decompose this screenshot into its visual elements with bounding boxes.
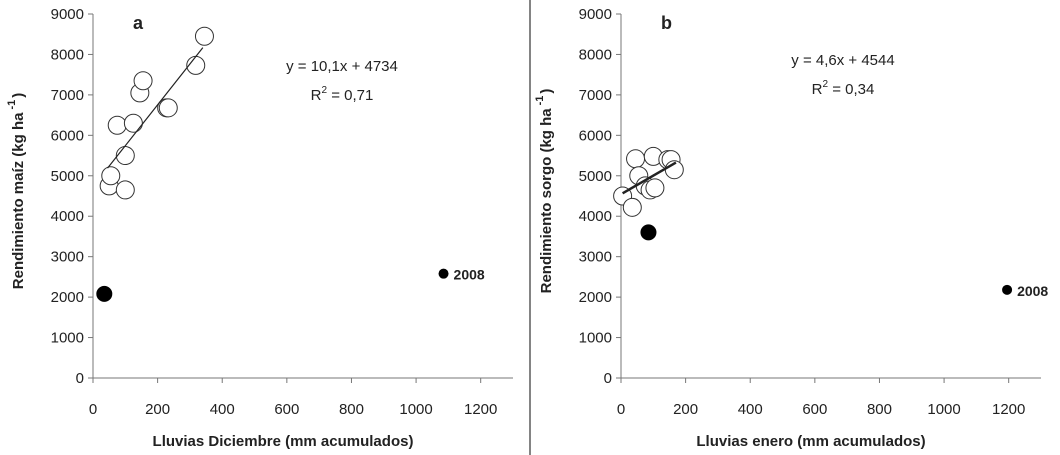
trendline	[621, 161, 677, 195]
y-tick-label: 7000	[51, 87, 84, 104]
x-tick-label: 800	[339, 401, 364, 418]
data-point-filled-2008	[1002, 284, 1013, 295]
x-tick-label: 600	[274, 401, 299, 418]
data-point-open	[645, 178, 665, 198]
data-point-open	[101, 166, 121, 186]
x-tick-label: 400	[738, 401, 763, 418]
regression-equation: y = 10,1x + 4734	[286, 58, 398, 75]
x-tick-label: 1200	[464, 401, 497, 418]
point-label-2008: 2008	[1017, 283, 1048, 299]
x-tick-label: 400	[210, 401, 235, 418]
r-squared-value: = 0,71	[327, 87, 373, 104]
x-tick-label: 1200	[992, 401, 1025, 418]
y-axis-label-sup: -1	[6, 100, 18, 110]
y-axis-label: Rendimiento maíz (kg ha -1)	[6, 93, 27, 289]
y-tick-label: 0	[604, 370, 612, 387]
x-tick-label: 1000	[927, 401, 960, 418]
r-squared-symbol: R	[812, 81, 823, 98]
trendline	[107, 47, 204, 169]
point-label-2008: 2008	[454, 267, 485, 283]
y-tick-label: 3000	[51, 249, 84, 266]
y-axis-label-main: Rendimiento maíz (kg ha	[10, 112, 27, 289]
r-squared-sup: 2	[822, 79, 828, 90]
x-axis-label: Lluvias Diciembre (mm acumulados)	[153, 433, 414, 450]
y-tick-label: 9000	[51, 6, 84, 23]
data-point-open	[158, 98, 178, 118]
y-tick-label: 2000	[579, 289, 612, 306]
data-point-open	[626, 149, 646, 169]
x-tick-label: 0	[617, 401, 625, 418]
panel-letter: a	[133, 13, 144, 33]
y-tick-label: 3000	[579, 249, 612, 266]
y-axis-label-close: )	[10, 93, 27, 98]
y-tick-label: 8000	[51, 46, 84, 63]
data-point-open	[194, 26, 214, 46]
r-squared-sup: 2	[321, 85, 327, 96]
y-tick-label: 5000	[51, 168, 84, 185]
panel-letter: b	[661, 13, 672, 33]
y-tick-label: 4000	[51, 208, 84, 225]
x-tick-label: 200	[145, 401, 170, 418]
r-squared-symbol: R	[311, 87, 322, 104]
y-tick-label: 6000	[579, 127, 612, 144]
data-point-open	[133, 71, 153, 91]
data-point-filled	[640, 224, 657, 241]
data-point-filled	[96, 285, 113, 302]
x-tick-label: 200	[673, 401, 698, 418]
x-tick-label: 800	[867, 401, 892, 418]
panel-a: 0 1000 2000 3000 4000 5000 6000 7000 8000 9000 0 20…	[6, 6, 513, 450]
y-tick-label: 5000	[579, 168, 612, 185]
regression-equation: y = 4,6x + 4544	[791, 52, 894, 69]
y-axis-label-main: Rendimiento sorgo (kg ha	[538, 108, 555, 294]
x-axis-label: Lluvias enero (mm acumulados)	[696, 433, 925, 450]
y-tick-label: 9000	[579, 6, 612, 23]
y-axis-label-sup: -1	[534, 96, 546, 106]
y-tick-label: 4000	[579, 208, 612, 225]
data-point-open	[123, 113, 143, 133]
panel-b: 0 1000 2000 3000 4000 5000 6000 7000 8000 9000 0 20…	[534, 6, 1048, 450]
data-point-open	[115, 146, 135, 166]
x-tick-label: 600	[802, 401, 827, 418]
x-tick-label: 0	[89, 401, 97, 418]
y-tick-label: 6000	[51, 127, 84, 144]
data-point-filled-2008	[438, 268, 449, 279]
x-tick-label: 1000	[399, 401, 432, 418]
data-point-open	[115, 180, 135, 200]
r-squared-value: = 0,34	[828, 81, 874, 98]
y-tick-label: 1000	[51, 330, 84, 347]
y-tick-label: 2000	[51, 289, 84, 306]
y-tick-label: 7000	[579, 87, 612, 104]
r-squared: R2 = 0,71	[311, 85, 374, 104]
y-tick-label: 8000	[579, 46, 612, 63]
y-tick-label: 1000	[579, 330, 612, 347]
data-point-open	[622, 197, 642, 217]
y-axis-label: Rendimiento sorgo (kg ha -1)	[534, 89, 555, 294]
r-squared: R2 = 0,34	[812, 79, 875, 98]
y-axis-label-close: )	[538, 89, 555, 94]
y-tick-label: 0	[76, 370, 84, 387]
data-point-open	[107, 115, 127, 135]
